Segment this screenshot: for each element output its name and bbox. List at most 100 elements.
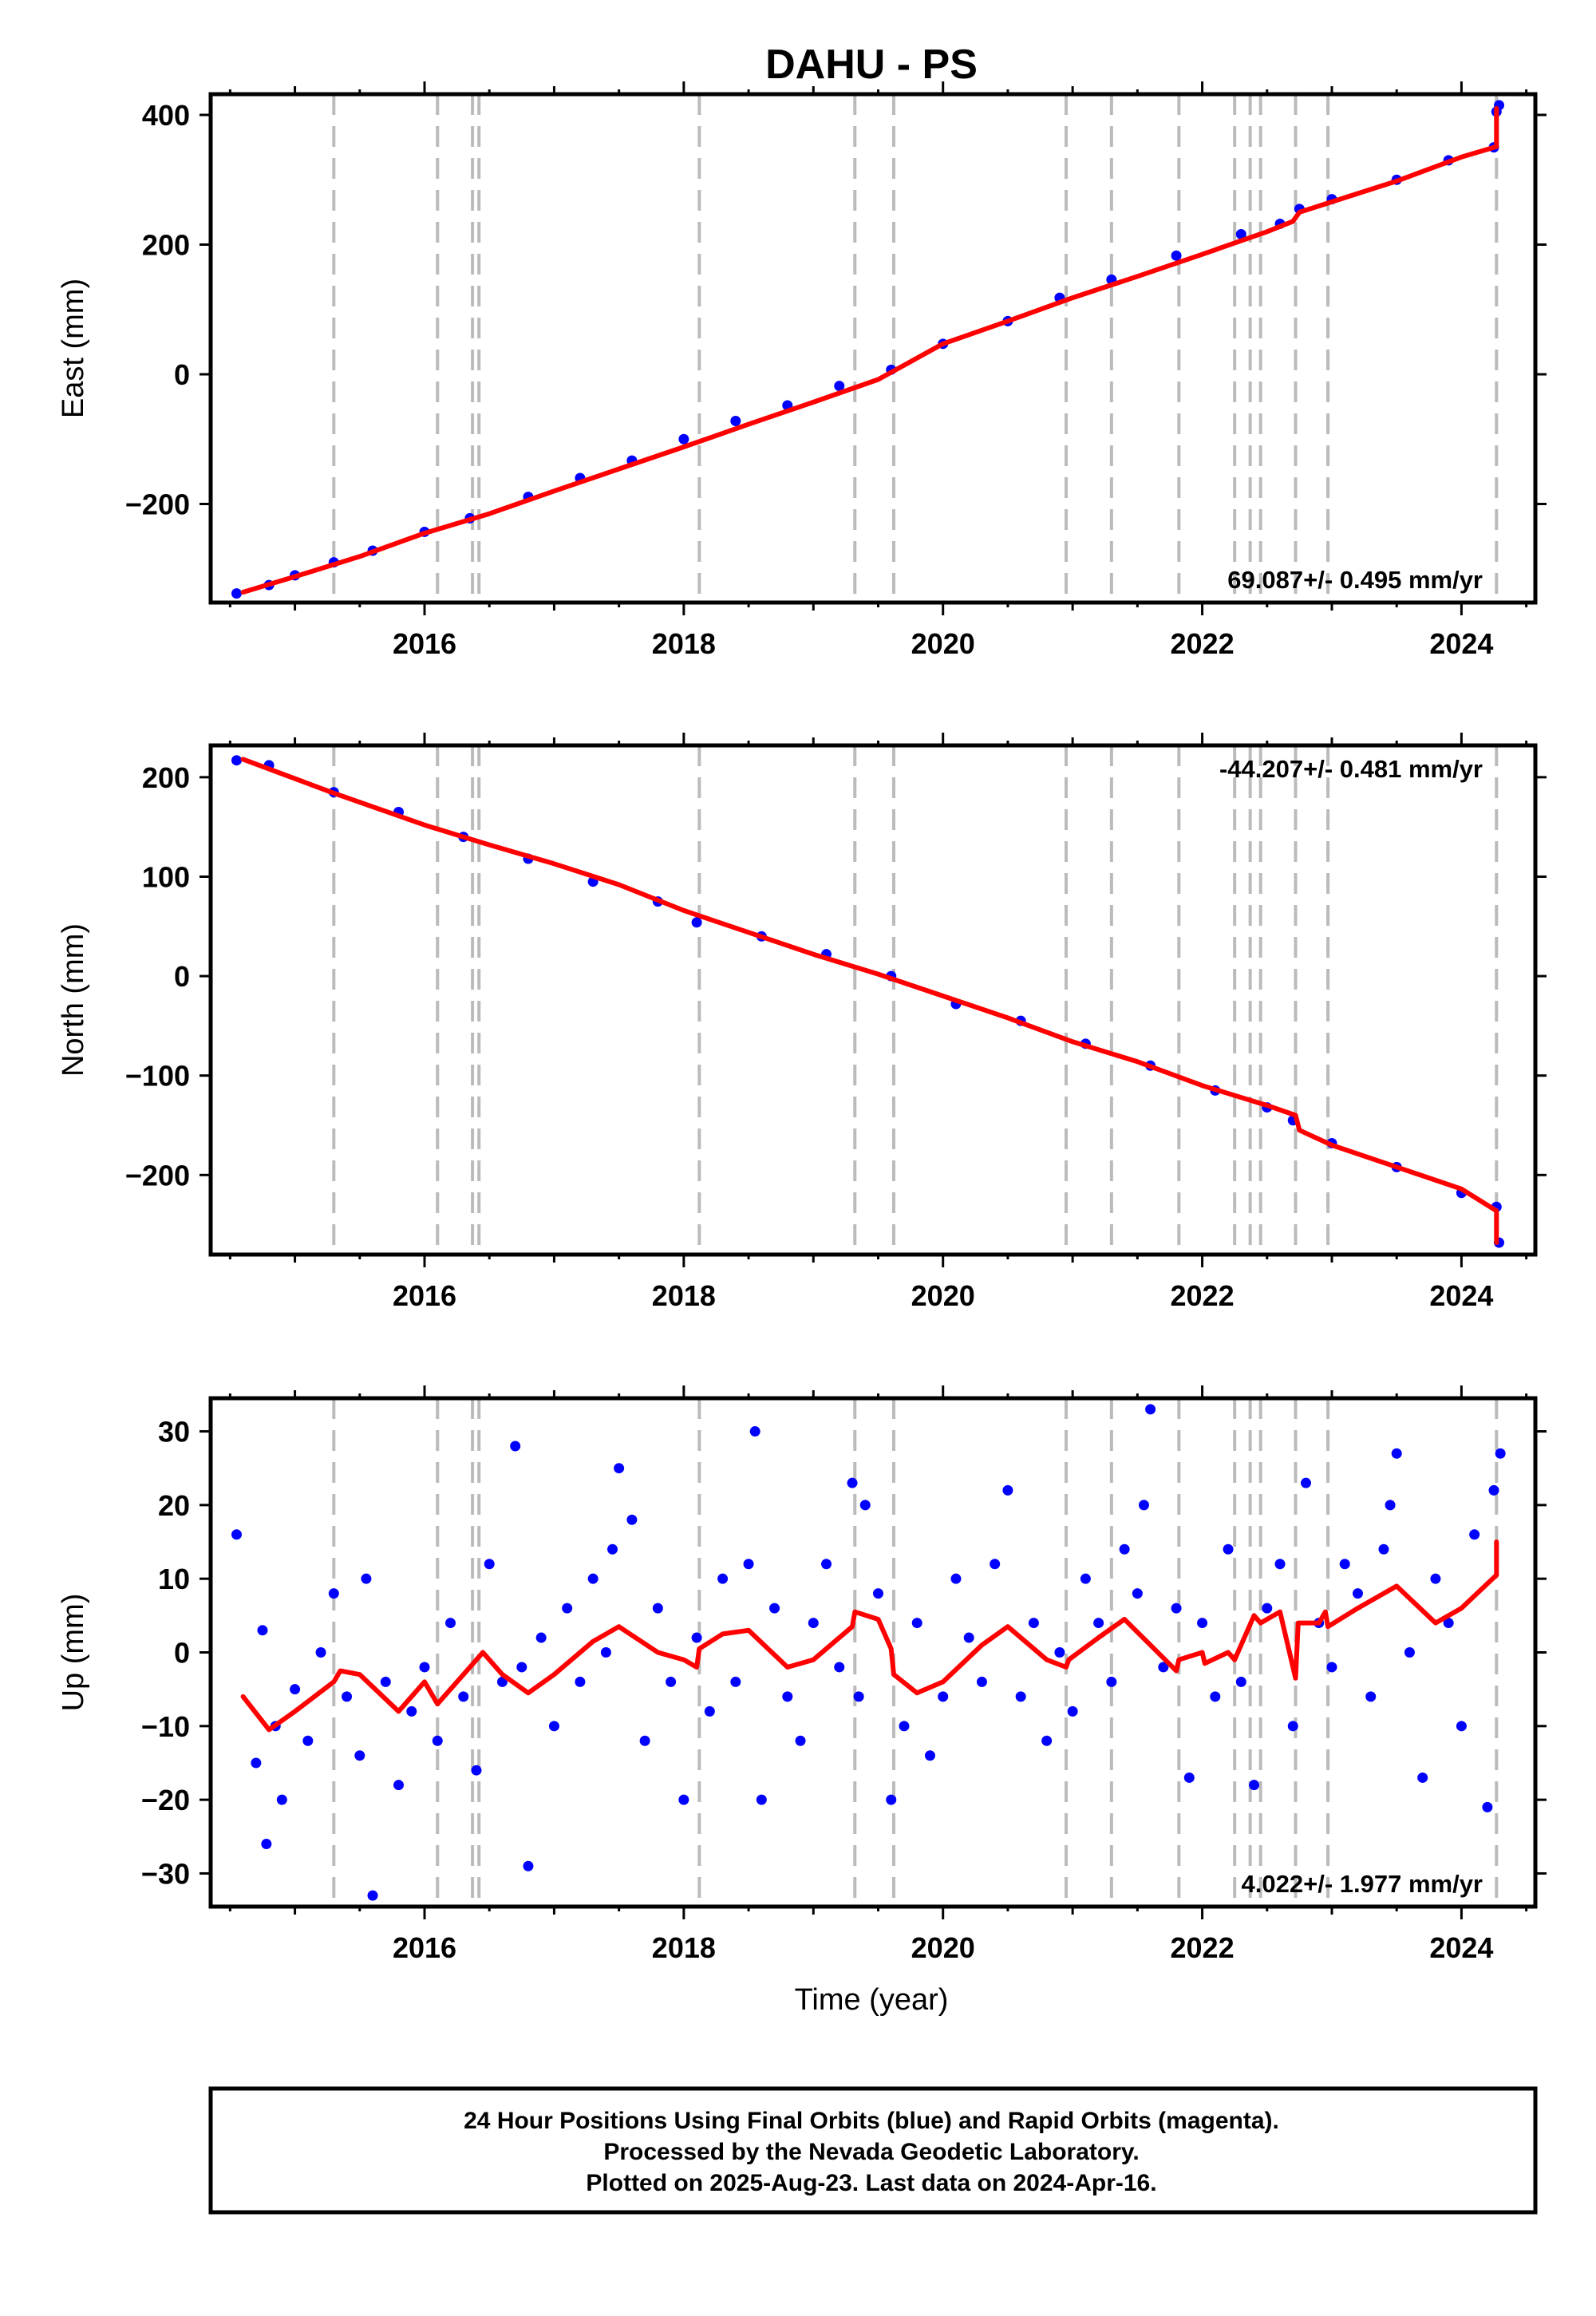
x-tick-label: 2016 [393,627,456,660]
data-point [600,1647,611,1658]
rate-label: 4.022+/- 1.977 mm/yr [1242,1870,1483,1898]
data-point [1132,1588,1143,1599]
data-point [535,1632,547,1643]
x-tick-label: 2018 [652,1931,716,1964]
data-point [782,1691,793,1702]
data-point [1145,1404,1156,1415]
data-point [1495,1448,1506,1459]
data-point [1171,1603,1182,1614]
data-point [315,1647,326,1658]
data-point [859,1500,871,1511]
panel-east: −200 0 200 400 2016 2018 2020 2022 2024 East (mm)… [57,81,1547,660]
y-tick-label: 10 [158,1563,190,1595]
data-point [419,1662,430,1673]
footer-line-2: Processed by the Nevada Geodetic Laborat… [603,2139,1139,2165]
data-point [756,1794,767,1805]
y-tick-label: 400 [142,99,190,132]
data-point [354,1750,365,1761]
data-point [666,1676,677,1687]
panel-up: −30 −20 −10 0 10 20 30 2016 2018 2020 2022 2024 Up (… [57,1385,1547,1964]
data-point [1015,1691,1026,1702]
footer-line-1: 24 Hour Positions Using Final Orbits (bl… [464,2108,1279,2134]
data-point [717,1573,729,1584]
x-tick-label: 2022 [1171,1279,1235,1312]
plot-frame [208,743,1538,1257]
model-line [240,1539,1499,1733]
footer-line-3: Plotted on 2025-Aug-23. Last data on 202… [586,2170,1156,2196]
data-point [1430,1573,1441,1584]
x-tick-label: 2024 [1429,1279,1493,1312]
data-point [639,1735,650,1746]
data-point [1249,1780,1260,1791]
y-tick-label: −20 [141,1784,190,1816]
x-tick-label: 2022 [1171,627,1235,660]
data-point [886,1794,897,1805]
data-point [769,1603,780,1614]
data-point [924,1750,935,1761]
data-point [834,1662,845,1673]
y-tick-label: −200 [125,1159,190,1192]
data-point [1391,1448,1402,1459]
data-point [1262,1603,1273,1614]
x-tick-label: 2022 [1171,1931,1235,1964]
data-point [678,433,689,445]
data-point [1067,1705,1078,1717]
y-tick-label: 100 [142,860,190,893]
data-point [976,1676,987,1687]
y-tick-label: −200 [125,488,190,521]
data-point [380,1676,391,1687]
x-tick-label: 2024 [1429,627,1493,660]
data-point [328,1588,339,1599]
data-point [231,1529,242,1540]
data-point [1002,1484,1013,1496]
data-point [730,416,741,426]
data-point [1197,1618,1208,1629]
x-tick-label: 2020 [911,1931,975,1964]
data-point [1352,1588,1363,1599]
x-tick-label: 2018 [652,1279,716,1312]
data-point [523,1860,534,1871]
y-tick-label: −10 [141,1710,190,1743]
data-point [691,917,702,928]
data-point [1138,1500,1149,1511]
data-point [1469,1529,1480,1540]
data-point [1326,1662,1337,1673]
data-point [1041,1735,1053,1746]
data-point [847,1477,858,1488]
data-point [821,1559,832,1570]
data-point [1339,1559,1350,1570]
data-point [808,1618,819,1629]
data-point [1488,1484,1499,1496]
data-point [367,1890,378,1901]
y-tick-label: 0 [174,358,190,391]
y-axis-label: East (mm) [57,279,90,418]
y-tick-label: 0 [174,1637,190,1670]
plot-frame [208,1396,1538,1909]
y-axis-label: North (mm) [57,923,90,1077]
data-point [406,1705,417,1717]
y-axis-label: Up (mm) [57,1594,90,1712]
data-point [458,1691,469,1702]
data-point [302,1735,314,1746]
data-point [432,1735,443,1746]
data-point [872,1588,883,1599]
data-point [1385,1500,1396,1511]
data-point [853,1691,864,1702]
data-point [231,755,242,766]
data-point [444,1618,456,1629]
data-point [1287,1721,1298,1732]
data-point [899,1721,910,1732]
data-point [990,1559,1001,1570]
data-point [361,1573,372,1584]
y-tick-label: −30 [141,1857,190,1890]
data-point [257,1625,268,1636]
data-point [1183,1772,1195,1783]
figure-title: DAHU - PS [765,41,978,88]
data-point [496,1676,508,1687]
data-point [1080,1573,1091,1584]
data-point [276,1794,287,1805]
data-point [587,1573,598,1584]
data-point [471,1765,482,1776]
x-tick-label: 2020 [911,1279,975,1312]
